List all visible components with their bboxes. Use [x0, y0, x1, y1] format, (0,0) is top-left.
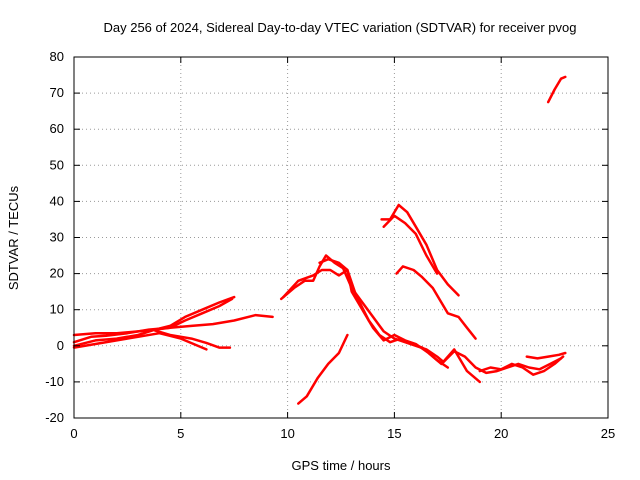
- y-tick-label: 30: [50, 230, 64, 245]
- ticks: 0 5 10 15 20 25 -20 -10 0 10 20 30 40 50 60 70 80: [45, 49, 615, 441]
- y-tick-label: 50: [50, 157, 64, 172]
- series-track-6: [279, 254, 563, 375]
- y-tick-label: 70: [50, 85, 64, 100]
- x-tick-label: 5: [177, 426, 184, 441]
- chart-title: Day 256 of 2024, Sidereal Day-to-day VTE…: [103, 20, 576, 35]
- y-tick-label: 20: [50, 266, 64, 281]
- series-track-12: [395, 265, 477, 340]
- series-track-14: [525, 351, 567, 360]
- y-tick-label: 0: [57, 338, 64, 353]
- y-tick-label: 80: [50, 49, 64, 64]
- x-tick-label: 15: [387, 426, 401, 441]
- x-tick-label: 25: [601, 426, 615, 441]
- series-track-5: [153, 329, 232, 349]
- series-track-9: [297, 333, 349, 405]
- series-track-11: [382, 214, 439, 275]
- y-tick-label: -20: [45, 410, 64, 425]
- x-tick-label: 10: [280, 426, 294, 441]
- series-track-10: [380, 203, 460, 297]
- y-tick-label: -10: [45, 374, 64, 389]
- series-group: [72, 75, 567, 405]
- grid: [74, 57, 608, 418]
- y-axis-label: SDTVAR / TECUs: [6, 185, 21, 290]
- y-tick-label: 60: [50, 121, 64, 136]
- x-axis-label: GPS time / hours: [292, 458, 391, 473]
- series-track-1: [72, 313, 274, 344]
- series-track-15: [546, 75, 567, 104]
- x-tick-label: 20: [494, 426, 508, 441]
- x-tick-label: 0: [70, 426, 77, 441]
- series-track-3: [72, 295, 236, 348]
- series-track-4: [72, 331, 208, 351]
- series-track-13: [478, 355, 565, 376]
- series-track-8: [318, 257, 450, 369]
- y-tick-label: 10: [50, 302, 64, 317]
- y-tick-label: 40: [50, 193, 64, 208]
